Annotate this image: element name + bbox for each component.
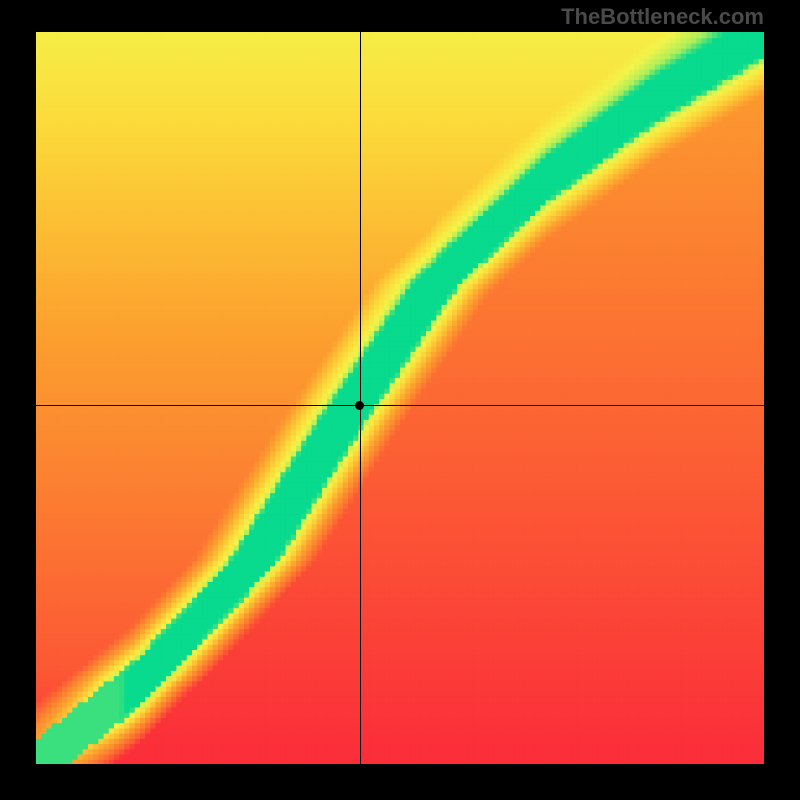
bottleneck-heatmap: [36, 32, 764, 764]
crosshair-horizontal: [36, 405, 764, 406]
chart-container: { "canvas": { "width_px": 800, "height_p…: [0, 0, 800, 800]
watermark-text: TheBottleneck.com: [561, 4, 764, 30]
crosshair-vertical: [360, 32, 361, 764]
